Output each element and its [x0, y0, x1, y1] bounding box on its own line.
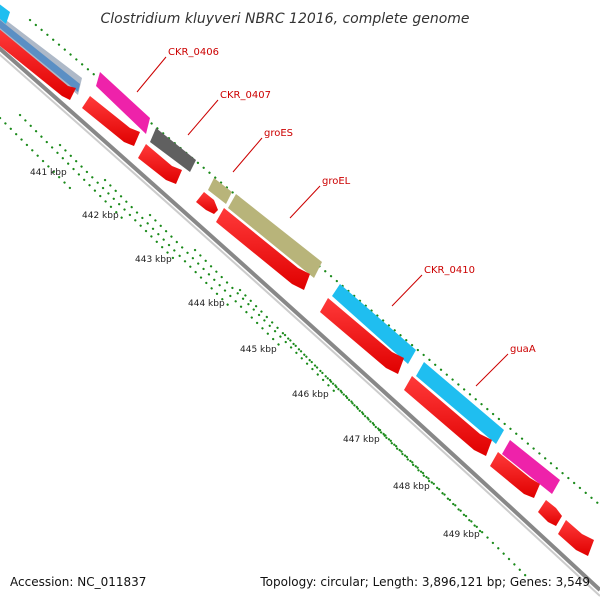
feature-olive-bar-small	[208, 178, 232, 204]
cds-arrow	[320, 298, 404, 374]
tick-label-445: 445 kbp	[240, 345, 277, 355]
tick-line	[193, 248, 337, 394]
cds-arrow	[404, 376, 492, 456]
tick-marks	[0, 18, 600, 582]
tick-label-449: 449 kbp	[443, 530, 480, 540]
tick-label-447: 447 kbp	[343, 435, 380, 445]
gene-leaders	[136, 56, 509, 387]
tick-line	[283, 333, 434, 486]
tick-line-outer	[28, 18, 600, 507]
cds-arrow	[138, 144, 182, 184]
cds-arrow	[82, 96, 140, 146]
tick-line	[378, 428, 532, 582]
feature-gray-bar	[150, 128, 196, 172]
genome-summary: Topology: circular; Length: 3,896,121 bp…	[259, 575, 590, 589]
backbone-arc-shadow	[0, 53, 600, 597]
leader-line	[289, 185, 321, 219]
tick-line	[18, 113, 124, 220]
tick-label-441: 441 kbp	[30, 168, 67, 178]
map-title: Clostridium kluyveri NBRC 12016, complet…	[100, 11, 469, 27]
leader-line	[136, 56, 167, 93]
leader-line	[187, 99, 219, 136]
gene-label-ckr-0407: CKR_0407	[220, 90, 271, 101]
tick-labels: 441 kbp 442 kbp 443 kbp 444 kbp 445 kbp …	[30, 168, 480, 540]
leader-line	[475, 353, 509, 387]
feature-cyan-bar-2	[416, 362, 504, 444]
tick-line	[148, 213, 284, 350]
cds-track	[0, 29, 594, 556]
leader-line	[232, 137, 263, 173]
tick-label-442: 442 kbp	[82, 211, 119, 221]
tick-label-446: 446 kbp	[292, 390, 329, 400]
gene-label-ckr-0410: CKR_0410	[424, 265, 475, 276]
gene-label-ckr-0406: CKR_0406	[168, 47, 219, 58]
feature-cyan-stub	[0, 4, 10, 24]
gene-label-groel: groEL	[322, 176, 351, 187]
cds-arrow	[538, 500, 562, 526]
accession-label: Accession: NC_011837	[10, 575, 146, 589]
cds-arrow	[490, 452, 540, 498]
backbone-arc	[0, 46, 600, 592]
feature-steel-bar-inner	[0, 20, 80, 92]
feature-track-outer	[0, 4, 560, 494]
cds-arrow	[558, 520, 594, 556]
feature-magenta-bar	[96, 72, 150, 134]
cds-arrow	[216, 208, 310, 290]
gene-label-guaa: guaA	[510, 344, 536, 355]
feature-magenta-bar-2	[502, 440, 560, 494]
gene-labels: CKR_0406 CKR_0407 groES groEL CKR_0410 g…	[168, 47, 536, 355]
tick-label-443: 443 kbp	[135, 255, 172, 265]
leader-line	[391, 274, 423, 307]
tick-label-444: 444 kbp	[188, 299, 225, 309]
backbone	[0, 46, 600, 597]
cds-arrow	[0, 29, 76, 100]
cds-arrow	[196, 192, 218, 214]
feature-cyan-bar-1	[332, 284, 416, 364]
gene-label-groes: groES	[264, 128, 293, 139]
tick-label-448: 448 kbp	[393, 482, 430, 492]
feature-olive-bar-large	[228, 194, 322, 278]
